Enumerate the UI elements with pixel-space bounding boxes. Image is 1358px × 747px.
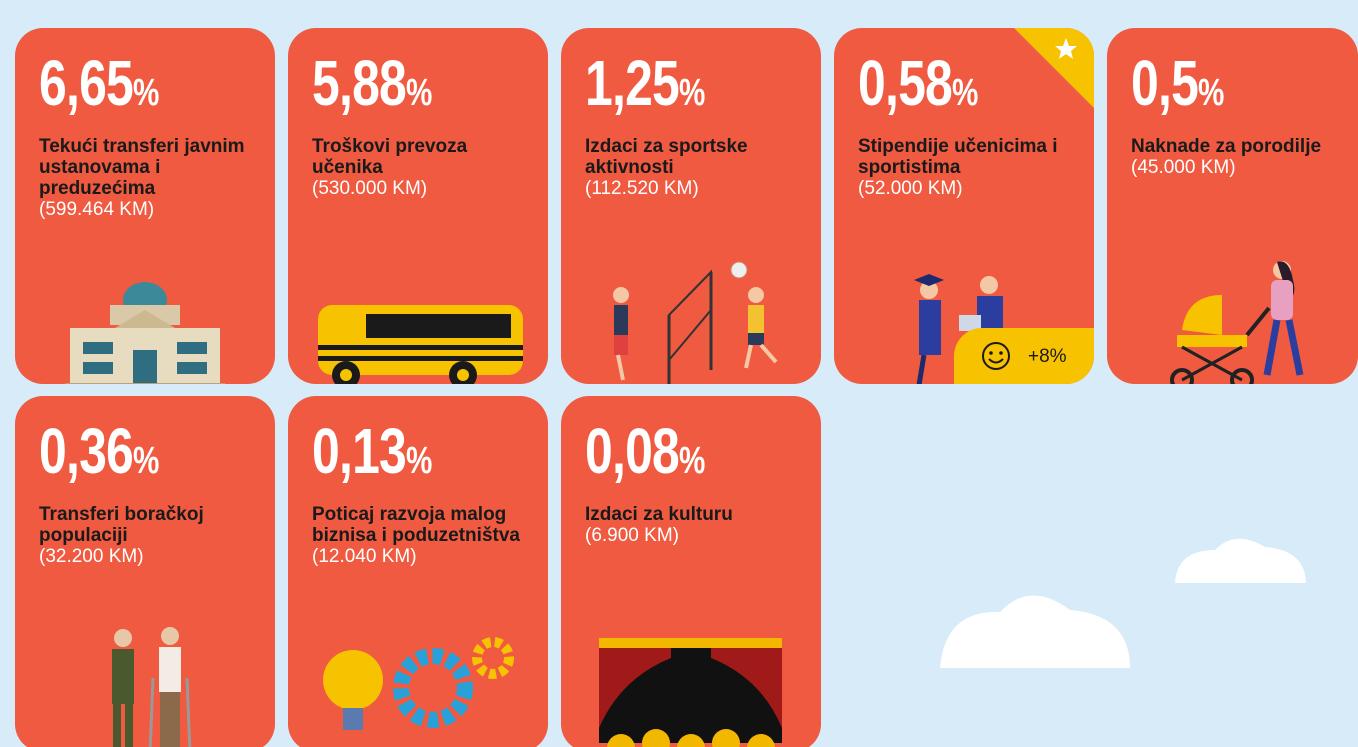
percent-value: 0,58 [858,47,953,119]
card-amount: (6.900 KM) [585,525,679,546]
card-text: Naknade za porodilje (45.000 KM) [1131,136,1349,178]
card-text: Tekući transferi javnim ustanovama i pre… [39,136,257,220]
percent: 5,88% [312,46,432,120]
percent-value: 0,5 [1131,47,1199,119]
cloud [940,595,1130,668]
card-amount: (530.000 KM) [312,178,428,199]
percent-value: 5,88 [312,47,407,119]
card-amount: (32.200 KM) [39,546,144,567]
volleyball-icon [613,261,778,384]
percent: 0,13% [312,414,432,488]
smiley-icon [982,342,1010,370]
percent-unit: % [679,440,705,482]
star-corner [1014,28,1094,108]
card-text: Izdaci za sportske aktivnosti (112.520 KM… [585,136,803,199]
card-amount: (45.000 KM) [1131,157,1236,178]
card-label: Transferi boračkoj populaciji [39,504,204,546]
percent-unit: % [406,72,432,114]
percent: 0,5% [1131,46,1224,120]
card-label: Stipendije učenicima i sportistima [858,136,1058,178]
card-amount: (52.000 KM) [858,178,963,199]
card-text: Stipendije učenicima i sportistima (52.00… [858,136,1076,199]
card-label: Izdaci za sportske aktivnosti [585,136,748,178]
building-icon [65,282,225,384]
percent-value: 6,65 [39,47,134,119]
card-text: Troškovi prevoza učenika (530.000 KM) [312,136,530,199]
stroller-icon [1170,261,1304,384]
badge-text: +8% [1028,346,1067,367]
card-label: Izdaci za kulturu [585,504,733,525]
percent-unit: % [133,72,159,114]
card: 0,58% Stipendije učenicima i sportistima… [834,28,1094,384]
card: 0,36% Transferi boračkoj populaciji (32.2… [15,396,275,747]
percent-unit: % [1198,72,1224,114]
card: 0,08% Izdaci za kulturu (6.900 KM) [561,396,821,747]
card-text: Poticaj razvoja malog biznisa i poduzetn… [312,504,530,567]
percent: 6,65% [39,46,159,120]
percent-unit: % [952,72,978,114]
card-text: Transferi boračkoj populaciji (32.200 KM) [39,504,257,567]
card-amount: (112.520 KM) [585,178,699,199]
percent: 0,36% [39,414,159,488]
badge: +8% [954,328,1094,384]
card: 1,25% Izdaci za sportske aktivnosti (112.… [561,28,821,384]
percent-unit: % [679,72,705,114]
card-amount: (12.040 KM) [312,546,417,567]
card: 0,5% Naknade za porodilje (45.000 KM) [1107,28,1358,384]
percent-unit: % [133,440,159,482]
card: 6,65% Tekući transferi javnim ustanovama… [15,28,275,384]
card-label: Tekući transferi javnim ustanovama i pre… [39,136,245,199]
card-amount: (599.464 KM) [39,199,155,220]
percent-unit: % [406,440,432,482]
card: 0,13% Poticaj razvoja malog biznisa i po… [288,396,548,747]
card: 5,88% Troškovi prevoza učenika (530.000 K… [288,28,548,384]
card-label: Poticaj razvoja malog biznisa i poduzetn… [312,504,520,546]
percent: 0,08% [585,414,705,488]
percent-value: 0,13 [312,415,407,487]
percent-value: 1,25 [585,47,680,119]
percent: 0,58% [858,46,978,120]
card-label: Troškovi prevoza učenika [312,136,468,178]
percent-value: 0,36 [39,415,134,487]
card-text: Izdaci za kulturu (6.900 KM) [585,504,803,546]
ideas-icon [323,637,514,730]
percent-value: 0,08 [585,415,680,487]
veterans-icon [112,627,192,747]
percent: 1,25% [585,46,705,120]
bus-icon [318,305,523,384]
cloud [1175,538,1306,583]
theater-icon [599,638,782,747]
card-label: Naknade za porodilje [1131,136,1322,157]
